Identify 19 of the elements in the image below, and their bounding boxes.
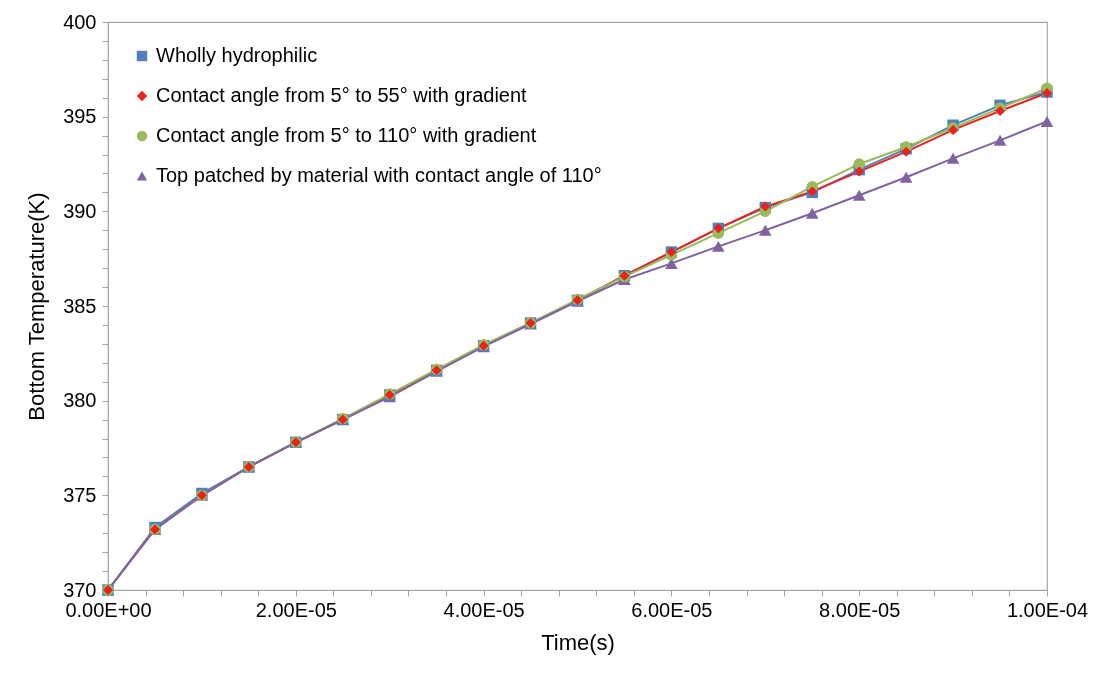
y-tick-label: 370 — [63, 578, 97, 601]
x-tick-label: 6.00E-05 — [631, 598, 713, 621]
x-axis-title: Time(s) — [541, 629, 615, 655]
x-tick-label: 4.00E-05 — [443, 598, 525, 621]
legend-label: Contact angle from 5° to 110° with gradient — [156, 124, 537, 146]
y-tick-label: 390 — [63, 199, 97, 222]
legend-label: Contact angle from 5° to 55° with gradient — [156, 84, 528, 106]
y-axis-title: Bottom Temperature(K) — [24, 192, 50, 421]
y-tick-label: 400 — [63, 10, 97, 33]
y-tick-label: 380 — [63, 389, 97, 412]
legend-label: Wholly hydrophilic — [156, 44, 318, 66]
y-tick-label: 395 — [63, 105, 97, 128]
x-tick-label: 2.00E-05 — [255, 598, 337, 621]
y-tick-label: 385 — [63, 294, 97, 317]
x-tick-label: 8.00E-05 — [819, 598, 901, 621]
y-tick-label: 375 — [63, 483, 97, 506]
legend-label: Top patched by material with contact angle of 110° — [156, 164, 602, 186]
x-tick-label: 1.00E-04 — [1006, 598, 1089, 621]
x-tick-label: 0.00E+00 — [65, 598, 152, 621]
